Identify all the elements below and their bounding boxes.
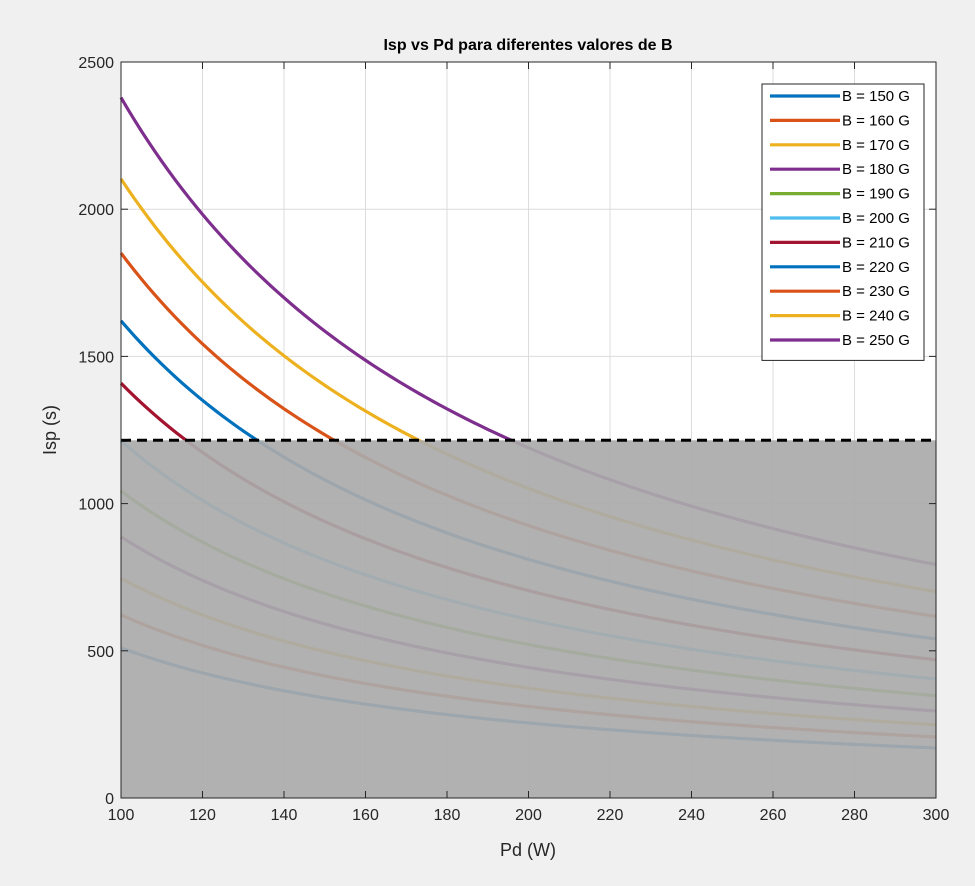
y-axis-label: Isp (s) (40, 405, 60, 455)
x-tick-label: 180 (434, 807, 461, 824)
legend-entry-label: B = 180 G (842, 161, 910, 178)
y-tick-label: 1000 (78, 497, 114, 514)
y-tick-label: 500 (87, 644, 114, 661)
legend: B = 150 G B = 160 G B = 170 G B = 180 G B = … (761, 83, 925, 361)
y-tick-label: 0 (105, 791, 114, 808)
x-tick-label: 300 (923, 807, 950, 824)
legend-entry-label: B = 240 G (842, 308, 910, 325)
tick-layer: 100 120 140 160 180 200 220 240 260 280 300 0 500 100… (78, 55, 949, 824)
y-tick-label: 2000 (78, 202, 114, 219)
chart-title: Isp vs Pd para diferentes valores de B (383, 37, 672, 54)
legend-entry-label: B = 210 G (842, 234, 910, 251)
x-tick-label: 140 (271, 807, 298, 824)
legend-entry-label: B = 190 G (842, 186, 910, 203)
y-tick-label: 2500 (78, 55, 114, 72)
x-tick-label: 280 (841, 807, 868, 824)
legend-entry-label: B = 230 G (842, 283, 910, 300)
x-tick-label: 220 (597, 807, 624, 824)
legend-entry-label: B = 150 G (842, 88, 910, 105)
legend-entry-label: B = 160 G (842, 112, 910, 129)
legend-entry-label: B = 170 G (842, 137, 910, 154)
shaded-region (121, 440, 936, 798)
x-axis-label: Pd (W) (500, 840, 556, 860)
x-tick-label: 100 (108, 807, 135, 824)
legend-entry-label: B = 250 G (842, 332, 910, 349)
x-tick-label: 200 (515, 807, 542, 824)
x-tick-label: 240 (678, 807, 705, 824)
legend-entry-label: B = 220 G (842, 259, 910, 276)
y-tick-label: 1500 (78, 349, 114, 366)
x-tick-label: 160 (352, 807, 379, 824)
x-tick-label: 260 (760, 807, 787, 824)
x-tick-label: 120 (189, 807, 216, 824)
legend-entry-label: B = 200 G (842, 210, 910, 227)
